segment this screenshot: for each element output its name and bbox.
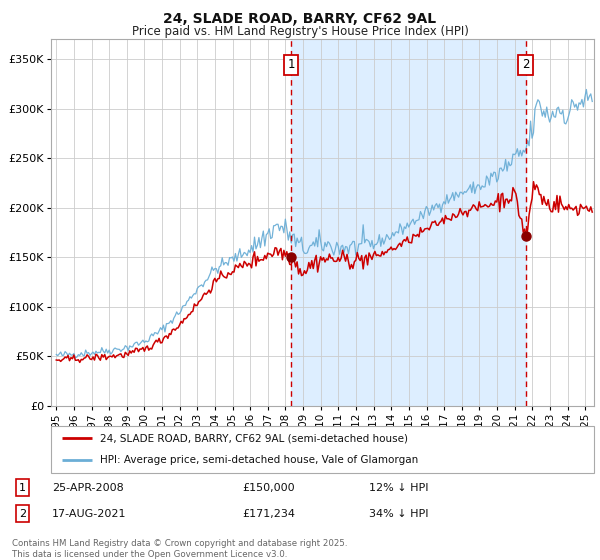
Bar [291, 39, 526, 406]
Text: Price paid vs. HM Land Registry's House Price Index (HPI): Price paid vs. HM Land Registry's House … [131, 25, 469, 38]
Text: 2: 2 [19, 508, 26, 519]
FancyBboxPatch shape [51, 426, 594, 473]
Text: 1: 1 [287, 58, 295, 71]
Text: 1: 1 [19, 483, 26, 493]
Text: 12% ↓ HPI: 12% ↓ HPI [369, 483, 428, 493]
Text: 24, SLADE ROAD, BARRY, CF62 9AL: 24, SLADE ROAD, BARRY, CF62 9AL [163, 12, 437, 26]
Text: Contains HM Land Registry data © Crown copyright and database right 2025.
This d: Contains HM Land Registry data © Crown c… [12, 539, 347, 559]
Text: £150,000: £150,000 [242, 483, 295, 493]
Text: 24, SLADE ROAD, BARRY, CF62 9AL (semi-detached house): 24, SLADE ROAD, BARRY, CF62 9AL (semi-de… [100, 433, 408, 444]
Text: 34% ↓ HPI: 34% ↓ HPI [369, 508, 428, 519]
Text: 17-AUG-2021: 17-AUG-2021 [52, 508, 127, 519]
Text: 2: 2 [522, 58, 530, 71]
Text: 25-APR-2008: 25-APR-2008 [52, 483, 124, 493]
Text: £171,234: £171,234 [242, 508, 295, 519]
Text: HPI: Average price, semi-detached house, Vale of Glamorgan: HPI: Average price, semi-detached house,… [100, 455, 418, 465]
